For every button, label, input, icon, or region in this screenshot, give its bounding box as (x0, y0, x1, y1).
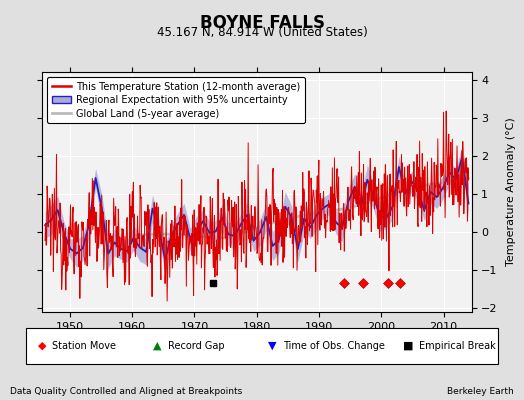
Text: Time of Obs. Change: Time of Obs. Change (283, 341, 385, 351)
Text: Station Move: Station Move (52, 341, 116, 351)
Text: ■: ■ (403, 341, 414, 351)
Text: ▼: ▼ (268, 341, 277, 351)
Text: ▲: ▲ (153, 341, 161, 351)
Text: 45.167 N, 84.914 W (United States): 45.167 N, 84.914 W (United States) (157, 26, 367, 39)
Text: Data Quality Controlled and Aligned at Breakpoints: Data Quality Controlled and Aligned at B… (10, 387, 243, 396)
Y-axis label: Temperature Anomaly (°C): Temperature Anomaly (°C) (506, 118, 516, 266)
Text: ◆: ◆ (38, 341, 46, 351)
Text: BOYNE FALLS: BOYNE FALLS (200, 14, 324, 32)
Legend: This Temperature Station (12-month average), Regional Expectation with 95% uncer: This Temperature Station (12-month avera… (47, 77, 305, 123)
Text: Empirical Break: Empirical Break (419, 341, 496, 351)
Text: Record Gap: Record Gap (168, 341, 224, 351)
Text: Berkeley Earth: Berkeley Earth (447, 387, 514, 396)
